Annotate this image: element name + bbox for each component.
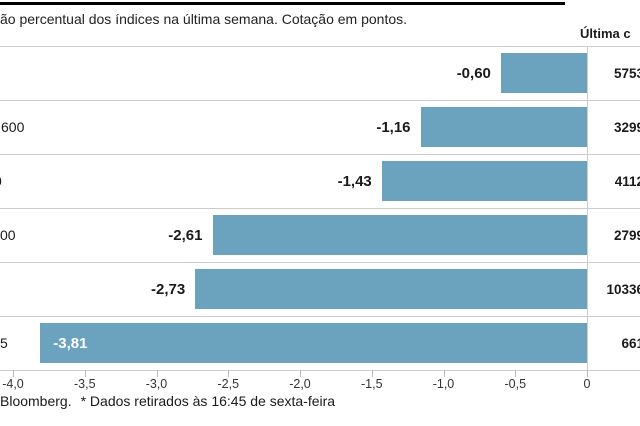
last-quote-value: 661 — [621, 335, 640, 351]
x-axis-tick — [371, 370, 373, 377]
chart-title: ão percentual dos índices na última sema… — [0, 11, 408, 27]
x-axis-tick-label: -1,5 — [361, 377, 383, 391]
zero-axis-line — [587, 46, 588, 370]
x-axis-tick — [587, 370, 588, 377]
bar — [40, 323, 587, 363]
bar — [381, 161, 587, 201]
bar — [212, 215, 587, 255]
row-separator — [0, 262, 640, 263]
bar-value-label: -2,73 — [151, 280, 186, 298]
row-label: 00 — [0, 227, 16, 243]
bar-value-label: -1,43 — [337, 172, 372, 190]
row-separator — [0, 208, 640, 209]
bar — [195, 269, 587, 309]
footer-source: Bloomberg. — [0, 393, 72, 409]
bar-value-label: -1,16 — [376, 118, 411, 136]
bar-value-label: -3,81 — [53, 334, 88, 352]
x-axis-tick — [84, 370, 86, 377]
row-separator — [0, 370, 640, 371]
row-separator — [0, 46, 640, 47]
footer-note: * Dados retirados às 16:45 de sexta-feir… — [80, 393, 336, 409]
row-label: 0 — [0, 154, 2, 208]
bar-value-label: -2,61 — [168, 226, 203, 244]
x-axis-tick-label: 0 — [583, 377, 591, 391]
x-axis-tick — [13, 370, 14, 377]
x-axis-tick-label: -0,5 — [504, 377, 527, 391]
x-axis-tick — [156, 370, 158, 377]
top-rule — [0, 2, 565, 5]
last-quote-value: 2799 — [613, 227, 640, 243]
bar — [420, 107, 587, 147]
row-separator — [0, 100, 640, 101]
x-axis-tick-label: -2,5 — [217, 377, 240, 391]
x-axis-tick-label: -2,0 — [289, 377, 311, 391]
x-axis-tick — [515, 370, 517, 377]
x-axis-tick-label: -4,0 — [2, 377, 24, 391]
row-separator — [0, 316, 640, 317]
row-label: 600 — [1, 119, 25, 135]
bar — [500, 53, 587, 93]
footer: Bloomberg. * Dados retirados às 16:45 de … — [0, 393, 335, 409]
last-quote-value: 3299 — [613, 119, 640, 135]
bar-value-label: -0,60 — [456, 64, 491, 82]
last-quote-column-header: Última c — [580, 26, 631, 41]
last-quote-value: 5753 — [613, 65, 640, 81]
row-separator — [0, 154, 640, 155]
x-axis-tick-label: -3,0 — [145, 377, 168, 391]
row-label: 5 — [0, 335, 8, 351]
last-quote-value: 10336 — [606, 281, 640, 297]
last-quote-value: 4112 — [614, 173, 640, 189]
x-axis-tick — [300, 370, 301, 377]
x-axis-tick — [443, 370, 445, 377]
x-axis-tick-label: -1,0 — [432, 377, 455, 391]
x-axis-tick — [228, 370, 230, 377]
x-axis-tick-label: -3,5 — [74, 377, 96, 391]
